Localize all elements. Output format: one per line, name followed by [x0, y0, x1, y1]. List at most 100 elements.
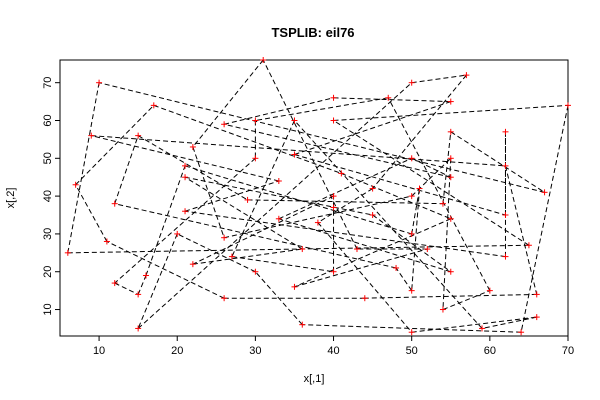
- city-points-group: [64, 57, 571, 336]
- tour-segment: [255, 271, 303, 325]
- tour-segment: [294, 101, 451, 155]
- city-point: [291, 117, 298, 124]
- x-tick-label: 10: [93, 345, 105, 357]
- tour-segment: [317, 222, 413, 333]
- city-point: [447, 268, 454, 275]
- tour-segment: [192, 59, 264, 148]
- city-point: [369, 185, 376, 192]
- city-point: [182, 162, 189, 169]
- tour-segment: [114, 203, 397, 269]
- tour-segment: [67, 244, 529, 254]
- y-tick-label: 50: [42, 152, 54, 164]
- tour-segment: [504, 165, 538, 295]
- city-point: [416, 185, 423, 192]
- tour-segment: [247, 199, 443, 205]
- city-point: [525, 242, 532, 249]
- tour-segment: [294, 248, 428, 288]
- x-tick-label: 60: [484, 345, 496, 357]
- tour-segment: [255, 97, 389, 121]
- tour-segment: [278, 218, 451, 273]
- city-point: [424, 246, 431, 253]
- tour-segment: [294, 120, 483, 329]
- tour-segment: [114, 157, 256, 284]
- city-point: [330, 268, 337, 275]
- city-point: [541, 189, 548, 196]
- city-point: [189, 261, 196, 268]
- tour-segment: [67, 82, 100, 253]
- x-axis: 10 20 30 40 50 60 70: [93, 336, 574, 357]
- y-tick-label: 40: [42, 190, 54, 202]
- tour-segment: [411, 157, 451, 178]
- city-point: [111, 200, 118, 207]
- city-point: [330, 117, 337, 124]
- city-point: [479, 325, 486, 332]
- city-point: [353, 246, 360, 253]
- chart-title: TSPLIB: eil76: [271, 25, 354, 40]
- city-point: [518, 329, 525, 336]
- city-point: [338, 170, 345, 177]
- city-point: [135, 291, 142, 298]
- tour-segment: [153, 104, 342, 174]
- tour-segment: [137, 233, 178, 329]
- tour-segment: [450, 131, 545, 193]
- city-point: [221, 234, 228, 241]
- city-point: [385, 94, 392, 101]
- tour-segment: [75, 105, 155, 186]
- city-point: [111, 280, 118, 287]
- city-point: [439, 200, 446, 207]
- tour-segment: [224, 195, 412, 239]
- tour-segment: [224, 123, 451, 178]
- city-point: [291, 283, 298, 290]
- city-point: [447, 155, 454, 162]
- city-point: [439, 306, 446, 313]
- tour-segment: [75, 184, 108, 242]
- tour-segment: [302, 324, 522, 333]
- city-point: [330, 204, 337, 211]
- tour-segment: [114, 135, 139, 204]
- city-point: [408, 193, 415, 200]
- tour-segment: [411, 188, 421, 291]
- tour-segment: [114, 282, 139, 295]
- tour-path-group: [67, 59, 569, 333]
- city-point: [174, 230, 181, 237]
- tour-segment: [520, 105, 569, 333]
- tour-segment: [341, 172, 451, 220]
- city-point: [502, 253, 509, 260]
- tour-segment: [145, 165, 186, 276]
- x-tick-label: 70: [562, 345, 574, 357]
- tour-segment: [192, 195, 334, 265]
- city-point: [447, 215, 454, 222]
- city-point: [135, 325, 142, 332]
- tour-segment: [224, 97, 334, 125]
- tour-segment: [395, 267, 413, 291]
- y-axis: 10 20 30 40 50 60 70: [42, 77, 60, 316]
- city-point: [502, 212, 509, 219]
- city-point: [330, 193, 337, 200]
- tour-segment: [411, 74, 467, 84]
- city-point: [103, 238, 110, 245]
- city-point: [142, 272, 149, 279]
- tour-segment: [317, 188, 373, 223]
- city-point: [533, 314, 540, 321]
- y-tick-label: 70: [42, 77, 54, 89]
- city-point: [221, 121, 228, 128]
- city-point: [96, 79, 103, 86]
- tour-segment: [98, 82, 545, 193]
- city-point: [64, 249, 71, 256]
- city-point: [369, 212, 376, 219]
- tour-segment: [294, 218, 451, 288]
- tour-segment: [372, 74, 467, 189]
- city-point: [252, 155, 259, 162]
- city-point: [408, 287, 415, 294]
- tour-segment: [333, 104, 569, 121]
- tour-segment: [442, 158, 452, 310]
- x-tick-label: 40: [327, 345, 339, 357]
- tour-segment: [231, 256, 334, 273]
- city-point: [88, 132, 95, 139]
- tour-segment: [442, 290, 491, 310]
- city-point: [260, 57, 267, 63]
- tour-segment: [364, 293, 537, 299]
- city-point: [408, 329, 415, 336]
- tour-segment: [91, 135, 506, 167]
